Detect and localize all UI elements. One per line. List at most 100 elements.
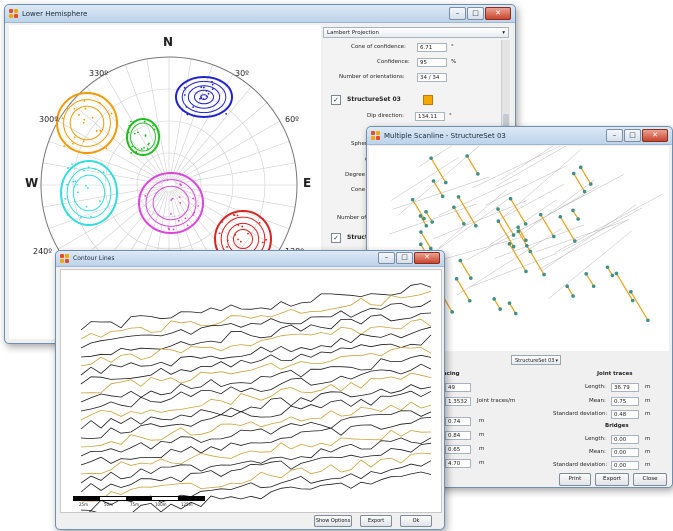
jt-std-label: Standard deviation: [553, 411, 608, 417]
maximize-button[interactable]: □ [624, 129, 641, 142]
show-options-button[interactable]: Show Options [314, 515, 352, 527]
pole-point [237, 224, 240, 226]
pole-point [225, 113, 228, 115]
joint-trace [430, 157, 447, 183]
trace-endpoint [571, 294, 575, 298]
structureset2-checkbox[interactable]: ✓ [331, 233, 341, 243]
scanline-titlebar[interactable]: Multiple Scanline - StructureSet 03 – □ … [367, 127, 672, 145]
export-button[interactable]: Export [595, 473, 629, 486]
joint-trace [517, 231, 531, 252]
print-button[interactable]: Print [559, 473, 591, 486]
pole-point [186, 113, 189, 116]
minimize-button[interactable]: – [606, 129, 623, 142]
export-button[interactable]: Export [360, 515, 392, 527]
pole-point [180, 184, 183, 187]
structureset-color-swatch[interactable] [423, 95, 433, 105]
compass-west: W [25, 176, 39, 190]
cluster-contour [187, 85, 221, 109]
trace-endpoint [578, 165, 583, 170]
br-std-label: Standard deviation: [553, 462, 608, 468]
maximize-button[interactable]: □ [396, 252, 413, 264]
scale-label-50: 50m [104, 502, 113, 507]
joint-trace [420, 231, 432, 249]
trace-endpoint [538, 212, 543, 217]
pole-point [143, 146, 145, 149]
trace-endpoint [565, 284, 570, 288]
pole-point [140, 148, 143, 150]
trace-endpoint [511, 244, 516, 249]
dip-field[interactable]: 134.11 [415, 112, 445, 121]
structureset-checkbox[interactable]: ✓ [331, 95, 341, 105]
joint-trace [615, 273, 634, 301]
minimize-button[interactable]: – [378, 252, 395, 264]
pole-point [192, 106, 195, 109]
pole-point [218, 232, 221, 235]
br-std-unit: m [645, 462, 651, 468]
pole-point [211, 80, 213, 83]
close-dialog-button[interactable]: Close [633, 473, 667, 486]
confidence-field[interactable]: 95 [417, 58, 447, 67]
spacing-value-5: 0.65 [445, 445, 471, 454]
pole-point [205, 89, 208, 92]
pole-point [148, 223, 151, 226]
pole-point [200, 96, 203, 99]
trace-endpoint [516, 229, 521, 234]
partial-label-1: Spher [351, 141, 368, 147]
grid-radial [171, 73, 234, 180]
close-button[interactable]: ✕ [485, 7, 511, 20]
trace-endpoint [422, 216, 426, 221]
pole-point [186, 224, 189, 227]
contour-line [80, 390, 432, 440]
br-std-field: 0.00 [611, 461, 639, 470]
compass-east: E [303, 176, 312, 190]
close-button[interactable]: ✕ [414, 252, 440, 264]
structureset-dropdown[interactable]: StructureSet 03 ▾ [511, 355, 561, 365]
pole-point [63, 206, 66, 209]
ok-button[interactable]: Ok [400, 515, 432, 527]
confidence-unit: % [451, 59, 457, 65]
joint-trace [573, 173, 586, 192]
contour-titlebar[interactable]: Contour Lines – □ ✕ [56, 251, 444, 267]
scanline [472, 146, 561, 189]
trace-endpoint [629, 289, 633, 294]
br-length-field: 0.00 [611, 435, 639, 444]
jt-mean-field: 0.75 [611, 397, 639, 406]
pole-point [237, 238, 239, 241]
pole-point [82, 140, 85, 143]
close-button[interactable]: ✕ [642, 129, 668, 142]
contour-line [80, 372, 432, 421]
trace-endpoint [458, 258, 463, 263]
trace-endpoint [467, 298, 472, 303]
cone-field[interactable]: 6.71 [417, 43, 447, 52]
trace-endpoint [551, 234, 556, 239]
trace-endpoint [571, 208, 575, 213]
projection-select[interactable]: Lambert Projection ▾ [323, 27, 509, 38]
trace-endpoint [429, 156, 433, 160]
maximize-button[interactable]: □ [467, 7, 484, 20]
joint-trace [585, 273, 595, 287]
azimuth-330: 330º [89, 69, 109, 78]
lower-hemisphere-titlebar[interactable]: Lower Hemisphere – □ ✕ [5, 5, 515, 23]
scanline [498, 183, 565, 221]
trace-endpoint [576, 217, 580, 221]
trace-endpoint [428, 246, 433, 251]
trace-endpoint [440, 194, 445, 199]
trace-endpoint [542, 272, 546, 277]
trace-endpoint [496, 207, 500, 211]
structureset-name: StructureSet 03 [347, 96, 401, 103]
joint-trace [493, 298, 501, 310]
contour-line [80, 429, 432, 475]
trace-endpoint [630, 298, 635, 303]
joint-trace [580, 167, 592, 185]
window-title: Lower Hemisphere [22, 9, 88, 18]
jt-length-label: Length: [585, 384, 606, 390]
pole-point [153, 128, 156, 131]
contour-plot[interactable] [61, 270, 441, 512]
trace-endpoint [454, 277, 459, 281]
joint-trace [630, 291, 649, 321]
scanline [418, 146, 452, 167]
pole-point [172, 228, 175, 231]
chevron-down-icon: ▾ [555, 358, 558, 364]
minimize-button[interactable]: – [449, 7, 466, 20]
trace-endpoint [474, 223, 478, 228]
